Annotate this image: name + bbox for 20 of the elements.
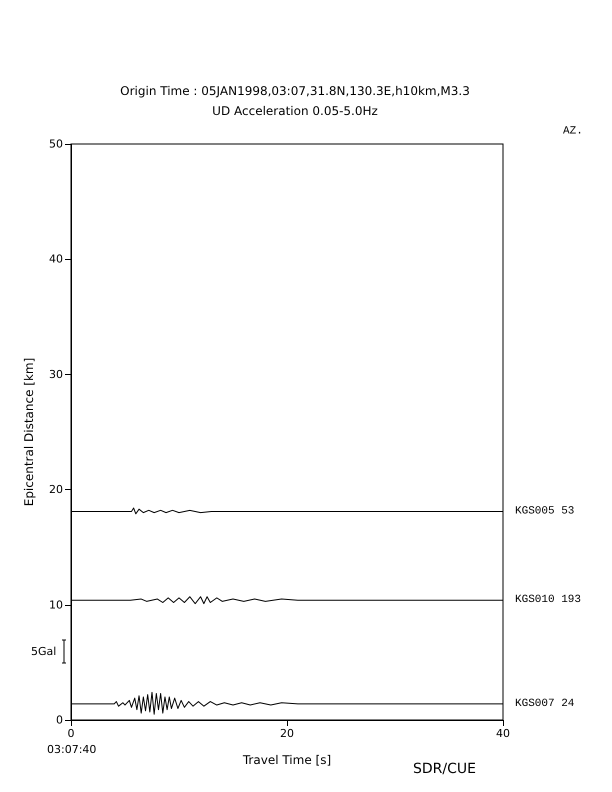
chart-title: Origin Time : 05JAN1998,03:07,31.8N,130.3E,h10km,M3.3 xyxy=(120,84,470,98)
text: 03:07:40 xyxy=(47,743,96,756)
text: SDR/CUE xyxy=(413,761,476,777)
x-tick-label: 20 xyxy=(280,727,294,740)
y-tick-label: 50 xyxy=(49,138,63,150)
y-tick-label: 20 xyxy=(49,483,63,496)
x-tick-label: 0 xyxy=(68,727,74,740)
series-label: KGS010 193 xyxy=(515,594,582,606)
text: AZ. xyxy=(563,126,583,138)
y-tick-label: 10 xyxy=(49,598,63,612)
y-axis-title: Epicentral Distance [km] xyxy=(22,358,36,506)
chart-subtitle: UD Acceleration 0.05-5.0Hz xyxy=(212,104,378,118)
y-tick-label: 0 xyxy=(56,714,63,726)
text: 5Gal xyxy=(31,645,56,658)
x-axis-title: Travel Time [s] xyxy=(242,753,332,767)
y-tick-label: 40 xyxy=(49,252,63,266)
y-tick-label: 30 xyxy=(49,368,63,381)
series-label: KGS007 24 xyxy=(515,698,575,710)
x-tick-label: 40 xyxy=(496,727,510,740)
series-label: KGS005 53 xyxy=(515,505,574,518)
